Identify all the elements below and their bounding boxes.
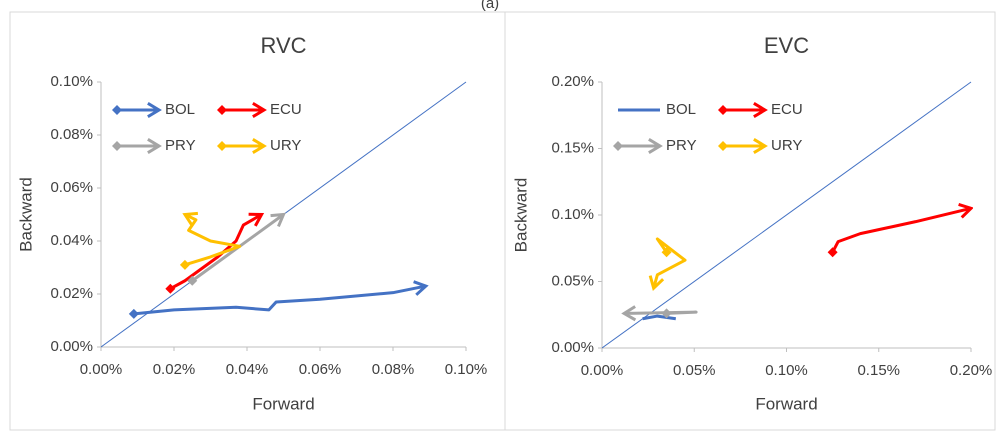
panel-border: [504, 11, 996, 431]
end-arrow: [621, 305, 637, 322]
chart-title: RVC: [260, 33, 306, 58]
y-axis-label: Backward: [16, 177, 35, 252]
legend-marker: [112, 105, 122, 115]
y-tick-label: 0.04%: [50, 232, 93, 249]
y-tick-label: 0.20%: [551, 73, 594, 90]
end-arrow: [248, 212, 265, 227]
legend-arrow: [252, 138, 267, 154]
legend-marker: [112, 141, 122, 151]
legend-arrow: [648, 138, 663, 154]
y-tick-label: 0.02%: [50, 285, 93, 302]
x-axis-label: Forward: [755, 394, 817, 413]
start-marker: [187, 275, 198, 286]
series-line: [652, 237, 687, 289]
end-arrow: [270, 212, 286, 228]
end-arrow: [413, 280, 429, 296]
y-tick-label: 0.06%: [50, 179, 93, 196]
x-tick-label: 0.10%: [445, 361, 488, 378]
x-tick-label: 0.15%: [857, 362, 900, 379]
legend-label: ECU: [270, 101, 302, 118]
legend-label: ECU: [771, 101, 803, 118]
series-line: [169, 213, 263, 291]
legend-label: PRY: [666, 137, 697, 154]
start-marker: [179, 259, 190, 270]
diagonal-line: [602, 81, 972, 349]
y-tick-label: 0.05%: [551, 272, 594, 289]
legend-label: PRY: [165, 137, 196, 154]
legend-marker: [718, 105, 728, 115]
legend-marker: [217, 141, 227, 151]
start-marker: [128, 308, 139, 319]
y-tick-label: 0.00%: [50, 338, 93, 355]
legend-marker: [613, 141, 623, 151]
y-tick-label: 0.15%: [551, 139, 594, 156]
x-tick-label: 0.20%: [950, 362, 993, 379]
y-tick-label: 0.00%: [551, 339, 594, 356]
plot-area: [101, 81, 467, 348]
y-tick-label: 0.10%: [551, 206, 594, 223]
y-tick-label: 0.08%: [50, 126, 93, 143]
plot-area: [602, 81, 973, 349]
start-marker: [165, 283, 176, 294]
start-marker: [661, 247, 672, 258]
end-arrow: [182, 211, 199, 227]
x-tick-label: 0.04%: [226, 361, 269, 378]
x-tick-label: 0.00%: [80, 361, 123, 378]
start-marker: [661, 308, 672, 319]
legend-arrow: [147, 102, 162, 118]
series-line: [642, 314, 677, 321]
end-arrow: [648, 275, 665, 291]
series-line: [133, 284, 427, 316]
x-tick-label: 0.06%: [299, 361, 342, 378]
y-tick-label: 0.10%: [50, 73, 93, 90]
legend-marker: [718, 141, 728, 151]
x-tick-label: 0.05%: [673, 362, 716, 379]
x-tick-label: 0.10%: [765, 362, 808, 379]
legend-label: BOL: [165, 101, 195, 118]
series-line: [831, 206, 972, 253]
caption: (a): [481, 0, 499, 12]
legend-arrow: [252, 102, 267, 118]
x-tick-label: 0.00%: [581, 362, 624, 379]
x-tick-label: 0.08%: [372, 361, 415, 378]
legend-label: URY: [771, 137, 802, 154]
end-arrow: [958, 203, 973, 219]
x-tick-label: 0.02%: [153, 361, 196, 378]
y-axis-label: Backward: [511, 178, 530, 253]
series-line: [191, 213, 285, 282]
legend-arrow: [753, 138, 768, 154]
series-line: [624, 310, 698, 315]
legend-marker: [217, 105, 227, 115]
legend-label: BOL: [666, 101, 696, 118]
x-axis-label: Forward: [252, 394, 314, 413]
legend-arrow: [147, 138, 162, 154]
legend-label: URY: [270, 137, 301, 154]
legend-arrow: [753, 102, 768, 118]
start-marker: [827, 247, 838, 258]
series-line: [184, 213, 242, 267]
chart-title: EVC: [764, 33, 809, 58]
